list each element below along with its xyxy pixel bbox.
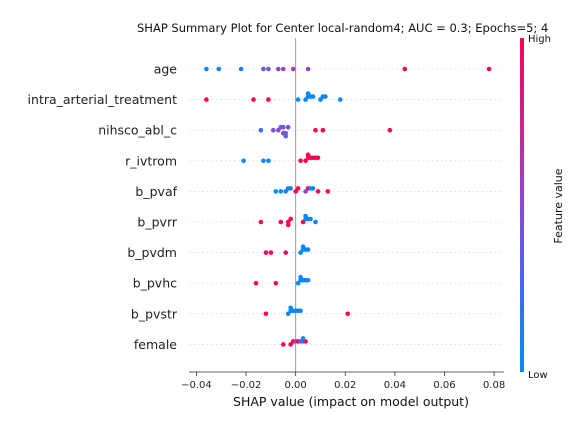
shap-point	[315, 189, 321, 194]
shap-point	[345, 311, 351, 317]
chart-title: SHAP Summary Plot for Center local-rando…	[137, 21, 548, 35]
feature-gridlines	[189, 68, 504, 345]
x-tick-label: −0.04	[181, 380, 212, 391]
shap-point	[288, 216, 294, 222]
shap-point	[305, 152, 311, 158]
shap-point	[305, 277, 311, 283]
feature-label: b_pvhc	[133, 276, 177, 291]
feature-label: intra_arterial_treatment	[28, 92, 178, 107]
shap-point	[258, 219, 264, 225]
shap-point	[285, 124, 291, 130]
shap-point	[288, 186, 294, 191]
shap-point	[290, 66, 296, 72]
shap-point	[338, 97, 343, 102]
x-tick-label: 0.04	[384, 380, 406, 391]
shap-point	[288, 305, 294, 311]
shap-point	[315, 155, 321, 161]
shap-point	[285, 222, 291, 228]
shap-point	[387, 127, 393, 133]
shap-point	[310, 186, 316, 191]
shap-point	[261, 66, 266, 72]
colorbar-title: Feature value	[552, 168, 565, 243]
feature-label: b_pvrr	[137, 215, 177, 230]
x-tick-label: 0.00	[285, 380, 307, 391]
x-tick-label: 0.08	[483, 380, 505, 391]
feature-label: r_ivtrom	[125, 153, 177, 168]
shap-point	[278, 219, 284, 225]
shap-point	[295, 186, 301, 191]
shap-point	[305, 66, 311, 72]
colorbar-high-label: High	[528, 34, 551, 45]
shap-point	[486, 66, 492, 72]
shap-point	[258, 127, 264, 133]
shap-point	[305, 247, 311, 252]
x-ticks: −0.04 −0.02 0.00 0.02 0.04 0.06 0.08	[181, 372, 505, 391]
shap-point	[278, 189, 284, 194]
shap-point	[268, 250, 274, 255]
shap-point	[281, 124, 286, 130]
shap-point	[325, 189, 331, 194]
feature-label: age	[154, 62, 178, 77]
shap-point	[308, 216, 313, 222]
shap-point	[273, 280, 279, 286]
shap-point	[251, 97, 256, 102]
shap-point	[261, 158, 266, 164]
shap-point	[238, 66, 244, 72]
shap-point	[305, 91, 311, 96]
shap-point	[271, 127, 276, 133]
shap-point	[281, 66, 286, 72]
feature-label: b_pvaf	[135, 184, 177, 199]
shap-point	[323, 94, 328, 99]
shap-point	[263, 250, 269, 255]
shap-point	[216, 66, 222, 72]
shap-point	[273, 189, 279, 194]
feature-label: nihsco_abl_c	[98, 123, 177, 138]
x-tick-label: 0.06	[433, 380, 455, 391]
shap-point	[266, 97, 271, 102]
shap-point	[276, 66, 281, 72]
shap-point	[313, 219, 318, 225]
shap-point	[204, 97, 209, 102]
x-tick-label: 0.02	[334, 380, 356, 391]
x-axis-label: SHAP value (impact on model output)	[233, 394, 469, 409]
shap-point	[298, 274, 303, 280]
shap-point	[204, 66, 209, 72]
feature-labels: age intra_arterial_treatment nihsco_abl_cr…	[28, 62, 178, 352]
shap-point	[266, 66, 271, 72]
shap-point	[310, 94, 316, 99]
shap-point	[300, 244, 306, 249]
shap-point	[298, 158, 303, 164]
colorbar-low-label: Low	[528, 370, 548, 381]
shap-point	[295, 97, 301, 102]
feature-label: b_pvdm	[127, 245, 177, 260]
shap-point	[402, 66, 408, 72]
x-tick-label: −0.02	[231, 380, 262, 391]
shap-point	[283, 133, 289, 139]
feature-label: b_pvstr	[131, 306, 178, 321]
shap-points	[204, 66, 492, 347]
shap-point	[266, 158, 271, 164]
shap-point	[300, 336, 306, 341]
shap-point	[313, 127, 318, 133]
colorbar	[520, 38, 524, 372]
shap-point	[303, 213, 308, 219]
shap-point	[263, 311, 269, 317]
shap-point	[253, 280, 259, 286]
shap-point	[320, 127, 326, 133]
feature-label: female	[134, 337, 177, 352]
shap-point	[298, 308, 303, 314]
shap-point	[283, 250, 289, 255]
shap-point	[241, 158, 246, 164]
shap-point	[281, 342, 286, 347]
